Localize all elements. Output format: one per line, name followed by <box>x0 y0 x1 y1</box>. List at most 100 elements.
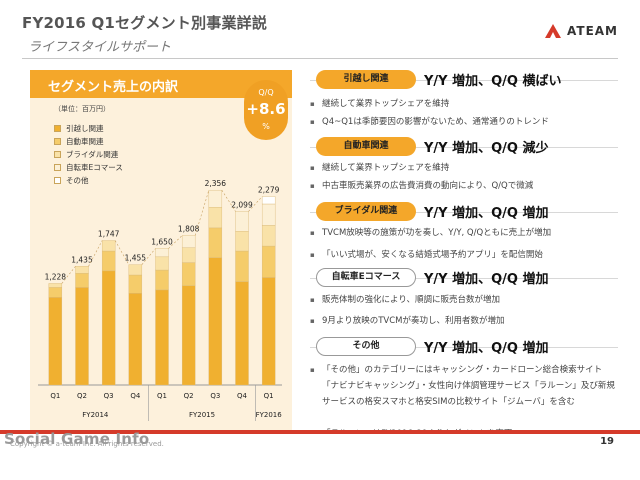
row-divider <box>310 80 618 81</box>
segment-tag: ブライダル関連 <box>316 202 416 221</box>
bar-segment <box>128 274 143 294</box>
bar-segment <box>155 289 169 386</box>
legend-item: ブライダル関連 <box>54 148 123 161</box>
bar-total-label: 2,279 <box>258 186 280 195</box>
bar-segment <box>235 250 249 282</box>
connector-line <box>88 240 103 267</box>
bar-segment <box>101 270 116 386</box>
segment-tag: その他 <box>316 337 416 356</box>
page-title: FY2016 Q1セグメント別事業詳説 <box>22 14 268 32</box>
x-tick-label: Q2 <box>184 392 194 400</box>
bar-total-label: 2,099 <box>231 200 253 209</box>
segment-bullet: 継続して業界トップシェアを維持 <box>310 160 618 176</box>
segment-bullet: 継続して業界トップシェアを維持 <box>310 96 618 112</box>
footer-bar <box>0 430 640 434</box>
segment-bullet: Q4~Q1は季節要因の影響がないため、通常通りのトレンド <box>310 114 618 130</box>
qq-growth-badge: Q/Q +8.6 % <box>244 80 288 140</box>
bar-segment <box>261 196 276 205</box>
bar-segment <box>155 269 169 291</box>
unit-label: （単位：百万円） <box>54 105 110 113</box>
bar-segment <box>208 189 223 208</box>
x-tick-label: Q1 <box>264 392 274 400</box>
bar-total-label: 1,455 <box>125 254 147 263</box>
connector-line <box>221 190 236 212</box>
bar-segment <box>48 283 63 288</box>
bar-segment <box>75 266 89 274</box>
title-divider <box>22 58 618 59</box>
bar-segment <box>155 248 169 258</box>
bar-segment <box>208 227 223 258</box>
x-tick-label: Q4 <box>237 392 248 400</box>
segment-status: Y/Y 増加、Q/Q 増加 <box>424 341 549 356</box>
page-subtitle: ライフスタイルサポート <box>28 40 172 55</box>
bar-segment <box>261 225 276 247</box>
company-logo: ATEAM <box>545 24 618 38</box>
legend-label: 自動車関連 <box>66 137 104 146</box>
connector-line <box>141 248 156 265</box>
bar-total-label: 2,356 <box>205 179 227 188</box>
x-tick-label: Q3 <box>104 392 114 400</box>
bar-segment <box>235 211 249 232</box>
bar-segment <box>235 230 249 252</box>
segment-tag: 引越し関連 <box>316 70 416 89</box>
legend-swatch <box>54 177 61 184</box>
bar-segment <box>128 264 143 276</box>
segment-bullet: TVCM放映等の施策が功を奏し、Y/Y, Q/Qともに売上が増加 <box>310 225 618 241</box>
x-tick-label: Q1 <box>157 392 167 400</box>
fiscal-year-label: FY2014 <box>82 411 109 419</box>
chart-legend: 引越し関連 自動車関連 ブライダル関連 自転車Eコマース その他 <box>54 122 123 187</box>
legend-label: 引越し関連 <box>66 124 104 133</box>
stacked-bar-chart: 1,228 Q1 1,435 Q2 1,747 Q3 1,455 Q4 1,650 Q1 1,808… <box>38 179 282 421</box>
legend-swatch <box>54 125 61 132</box>
legend-swatch <box>54 138 61 145</box>
segment-bullet: 「その他」のカテゴリーにはキャッシング・カードローン総合検索サイト「ナビナビキャ… <box>310 362 618 410</box>
legend-item: 自動車関連 <box>54 135 123 148</box>
x-tick-label: Q3 <box>210 392 220 400</box>
bar-total-label: 1,808 <box>178 224 200 233</box>
qq-badge-label: Q/Q <box>258 88 274 97</box>
legend-swatch <box>54 151 61 158</box>
bar-segment <box>261 203 276 226</box>
x-tick-label: Q1 <box>50 392 60 400</box>
legend-label: ブライダル関連 <box>66 150 119 159</box>
legend-item: その他 <box>54 174 123 187</box>
bar-total-label: 1,228 <box>45 272 67 281</box>
footer: Copyright © a-team Inc. All rights reser… <box>0 430 640 480</box>
qq-badge-unit: % <box>262 122 270 131</box>
bar-segment <box>181 262 196 286</box>
ateam-mark-icon <box>545 24 562 38</box>
segment-bullet: 「いい式場が、安くなる結婚式場予約アプリ」を配信開始 <box>310 247 618 263</box>
bar-segment <box>75 287 89 386</box>
page-number: 19 <box>600 436 614 447</box>
row-divider <box>310 147 618 148</box>
bar-segment <box>128 293 143 386</box>
segment-tag: 自転車Eコマース <box>316 268 416 287</box>
segment-bullet: 9月より放映のTVCMが奏功し、利用者数が増加 <box>310 313 618 329</box>
bar-segment <box>181 285 196 386</box>
row-divider <box>310 212 618 213</box>
bar-segment <box>181 235 196 248</box>
legend-swatch <box>54 164 61 171</box>
segment-bullet: 販売体制の強化により、順調に販売台数が増加 <box>310 292 618 308</box>
bar-segment <box>101 250 116 272</box>
bar-segment <box>48 297 63 386</box>
row-divider <box>310 347 618 348</box>
segment-tag: 自動車関連 <box>316 137 416 156</box>
segment-status: Y/Y 増加、Q/Q 増加 <box>424 272 549 287</box>
legend-label: その他 <box>66 176 89 185</box>
bar-segment <box>208 207 223 229</box>
segment-status: Y/Y 増加、Q/Q 横ばい <box>424 74 562 89</box>
legend-item: 自転車Eコマース <box>54 161 123 174</box>
connector-line <box>168 235 183 249</box>
legend-item: 引越し関連 <box>54 122 123 135</box>
connector-line <box>114 240 130 265</box>
bar-segment <box>155 256 169 271</box>
x-tick-label: Q4 <box>130 392 141 400</box>
bar-segment <box>101 240 116 252</box>
segment-bullet: 中古車販売業界の広告費消費の動向により、Q/Qで微減 <box>310 178 618 194</box>
bar-segment <box>208 257 223 386</box>
bar-total-label: 1,435 <box>71 255 93 264</box>
legend-label: 自転車Eコマース <box>66 163 123 172</box>
bar-total-label: 1,747 <box>98 230 120 239</box>
row-divider <box>310 278 618 279</box>
